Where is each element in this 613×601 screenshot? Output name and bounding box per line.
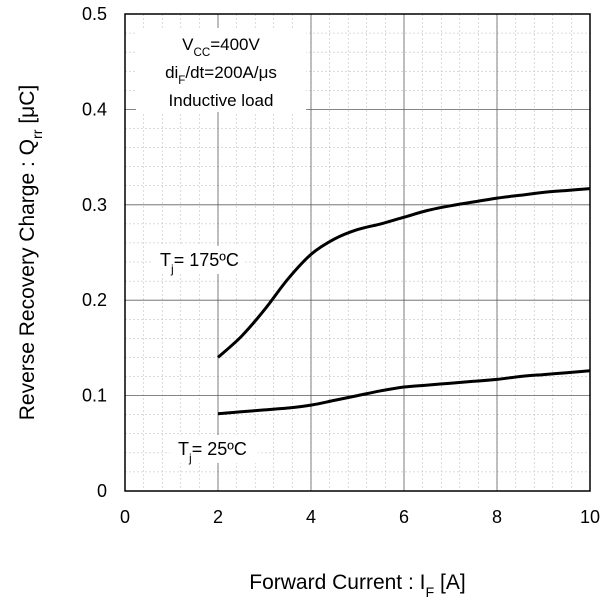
x-tick-labels: 0 2 4 6 8 10 xyxy=(120,507,600,527)
x-tick-label: 8 xyxy=(492,507,502,527)
x-tick-label: 6 xyxy=(399,507,409,527)
condition-line: Inductive load xyxy=(169,91,274,110)
y-tick-label: 0.3 xyxy=(82,195,107,215)
series-line-1 xyxy=(217,369,591,416)
y-axis-title: Reverse Recovery Charge : Qrr [μC] xyxy=(16,85,46,421)
x-tick-label: 10 xyxy=(580,507,600,527)
x-tick-label: 4 xyxy=(306,507,316,527)
series-label-0: Tj= 175ºC xyxy=(160,250,239,276)
series-labels: Tj= 175ºC Tj= 25ºC xyxy=(152,246,258,465)
conditions-annotation: VCC=400V diF/dt=200A/μs Inductive load xyxy=(165,35,277,110)
condition-line: VCC=400V xyxy=(182,35,260,59)
y-tick-label: 0.4 xyxy=(82,99,107,119)
series-line-0 xyxy=(216,187,591,359)
x-tick-label: 0 xyxy=(120,507,130,527)
y-tick-label: 0.2 xyxy=(82,290,107,310)
series-label-background xyxy=(170,435,258,463)
x-axis-title: Forward Current : IF [A] xyxy=(249,571,465,601)
y-tick-label: 0.5 xyxy=(82,4,107,24)
condition-line: diF/dt=200A/μs xyxy=(165,63,277,87)
plot-frame xyxy=(124,13,591,492)
series-label-1: Tj= 25ºC xyxy=(178,439,247,465)
y-tick-label: 0 xyxy=(97,481,107,501)
x-tick-label: 2 xyxy=(213,507,223,527)
series-label-background xyxy=(152,246,244,274)
conditions-box-background xyxy=(136,28,306,112)
y-tick-labels: 0 0.1 0.2 0.3 0.4 0.5 xyxy=(82,4,107,501)
series-lines xyxy=(216,187,591,416)
y-tick-label: 0.1 xyxy=(82,386,107,406)
